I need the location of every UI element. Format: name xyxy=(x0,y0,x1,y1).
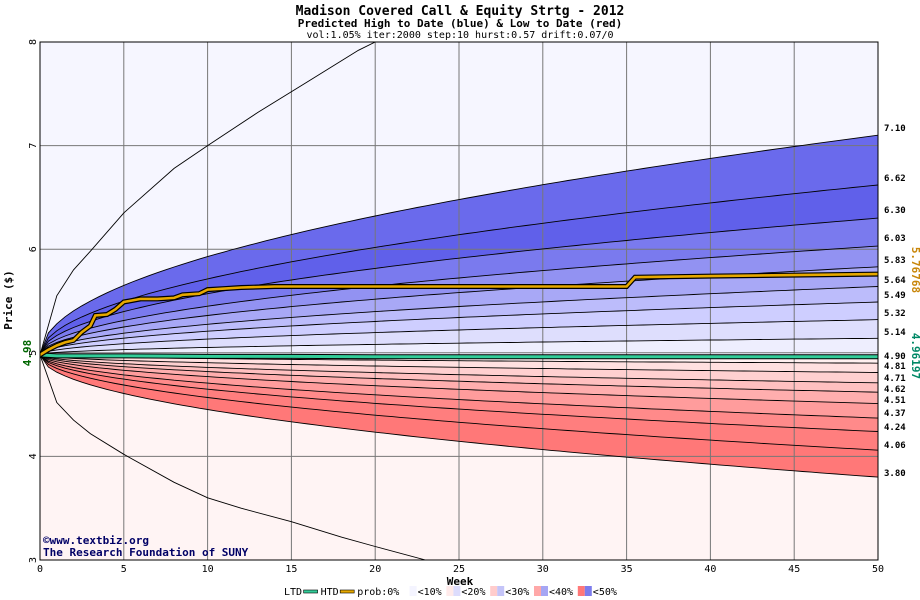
end-value-label: 5.49 xyxy=(884,291,906,301)
legend-label-band-4: <20% xyxy=(461,587,485,598)
legend-label-band-6: <40% xyxy=(549,587,573,598)
htd-line xyxy=(40,272,878,357)
y-tick-label: 4 xyxy=(28,453,39,459)
end-value-label: 5.32 xyxy=(884,309,906,319)
high-band-boundary-6 xyxy=(40,245,878,356)
legend-label-prob: prob:0% xyxy=(357,587,399,598)
x-tick-label: 50 xyxy=(872,564,884,575)
legend: LTD HTD prob:0% <10% <20% <30% <40% <50% xyxy=(284,586,617,598)
y-tick-label: 5 xyxy=(28,350,39,356)
x-tick-label: 15 xyxy=(285,564,297,575)
legend-swatch-low-3 xyxy=(402,586,410,596)
htd-current-value: 5.76768 xyxy=(909,247,920,293)
high-outer-envelope xyxy=(40,42,376,356)
low-band-boundary-6 xyxy=(40,354,878,419)
end-value-label: 7.10 xyxy=(884,124,906,134)
x-tick-label: 35 xyxy=(621,564,633,575)
x-tick-label: 25 xyxy=(453,564,465,575)
high-band-boundary-3 xyxy=(40,301,878,356)
legend-label-htd: HTD xyxy=(321,587,339,598)
copyright-line-1: ©www.textbiz.org xyxy=(43,534,149,547)
end-value-label: 6.03 xyxy=(884,234,906,244)
high-band-boundary-9 xyxy=(40,134,878,356)
legend-swatch-low-6 xyxy=(534,586,541,596)
low-outer-envelope xyxy=(40,354,426,560)
legend-swatch-low-4 xyxy=(446,586,454,596)
chart-subtitle: Predicted High to Date (blue) & Low to D… xyxy=(298,17,623,30)
x-tick-label: 10 xyxy=(202,564,214,575)
copyright-line-2: The Research Foundation of SUNY xyxy=(43,546,249,559)
x-axis-label: Week xyxy=(447,575,474,588)
legend-label-band-7: <50% xyxy=(593,587,617,598)
end-value-label: 6.30 xyxy=(884,206,906,216)
end-value-label: 4.62 xyxy=(884,385,906,395)
end-value-label: 4.90 xyxy=(884,352,906,362)
x-tick-label: 30 xyxy=(537,564,549,575)
legend-swatch-high-5 xyxy=(497,586,505,596)
x-tick-label: 20 xyxy=(369,564,381,575)
start-price-label: 4.98 xyxy=(21,340,34,367)
end-value-label: 6.62 xyxy=(884,174,906,184)
high-band-boundary-2 xyxy=(40,319,878,356)
legend-label-ltd: LTD xyxy=(284,587,302,598)
legend-swatch-low-7 xyxy=(577,586,585,596)
legend-swatch-high-3 xyxy=(409,586,417,596)
end-value-label: 4.81 xyxy=(884,362,906,372)
end-value-label: 5.14 xyxy=(884,328,906,338)
legend-label-band-5: <30% xyxy=(505,587,529,598)
high-band-boundary-8 xyxy=(40,184,878,356)
end-value-label: 4.24 xyxy=(884,423,906,433)
end-value-label: 5.83 xyxy=(884,256,906,266)
legend-swatch-htd xyxy=(339,589,355,594)
low-band-boundary-2 xyxy=(40,354,878,373)
low-band-boundary-5 xyxy=(40,354,878,405)
low-band-boundary-9 xyxy=(40,354,878,478)
plot-layers xyxy=(40,42,878,560)
high-band-boundary-1 xyxy=(40,337,878,356)
end-value-label: 4.06 xyxy=(884,441,906,451)
end-value-label: 4.37 xyxy=(884,409,906,419)
y-axis-label: Price ($) xyxy=(2,270,15,330)
low-band-boundary-8 xyxy=(40,354,878,451)
high-band-boundary-4 xyxy=(40,286,878,356)
end-value-label: 4.71 xyxy=(884,374,906,384)
ltd-line xyxy=(40,353,878,359)
y-tick-label: 6 xyxy=(28,246,39,252)
end-value-label: 4.51 xyxy=(884,396,906,406)
plot-area: 0 5 10 15 20 25 30 35 40 45 503456787.106.626.306.… xyxy=(28,39,906,575)
chart-params: vol:1.05% iter:2000 step:10 hurst:0.57 d… xyxy=(306,30,613,41)
legend-label-band-3: <10% xyxy=(418,587,442,598)
legend-swatch-low-5 xyxy=(490,586,498,596)
legend-swatch-ltd xyxy=(303,589,318,594)
y-tick-label: 7 xyxy=(28,143,39,149)
legend-swatch-high-4 xyxy=(453,586,461,596)
end-value-label: 3.80 xyxy=(884,469,906,479)
low-band-boundary-3 xyxy=(40,354,878,384)
x-tick-label: 45 xyxy=(788,564,800,575)
ltd-current-value: 4.96197 xyxy=(909,333,920,379)
low-band-boundary-7 xyxy=(40,354,878,432)
y-tick-label: 8 xyxy=(28,39,39,45)
legend-swatch-high-6 xyxy=(541,586,548,596)
high-band-boundary-7 xyxy=(40,217,878,356)
y-tick-label: 3 xyxy=(28,557,39,563)
low-band-boundary-4 xyxy=(40,354,878,393)
x-tick-label: 40 xyxy=(704,564,716,575)
end-value-label: 5.64 xyxy=(884,276,906,286)
x-tick-label: 5 xyxy=(121,564,127,575)
x-tick-label: 0 xyxy=(37,564,43,575)
plot-frame xyxy=(39,41,879,561)
chart-title: Madison Covered Call & Equity Strtg - 20… xyxy=(296,4,625,19)
legend-swatch-high-7 xyxy=(584,586,592,596)
